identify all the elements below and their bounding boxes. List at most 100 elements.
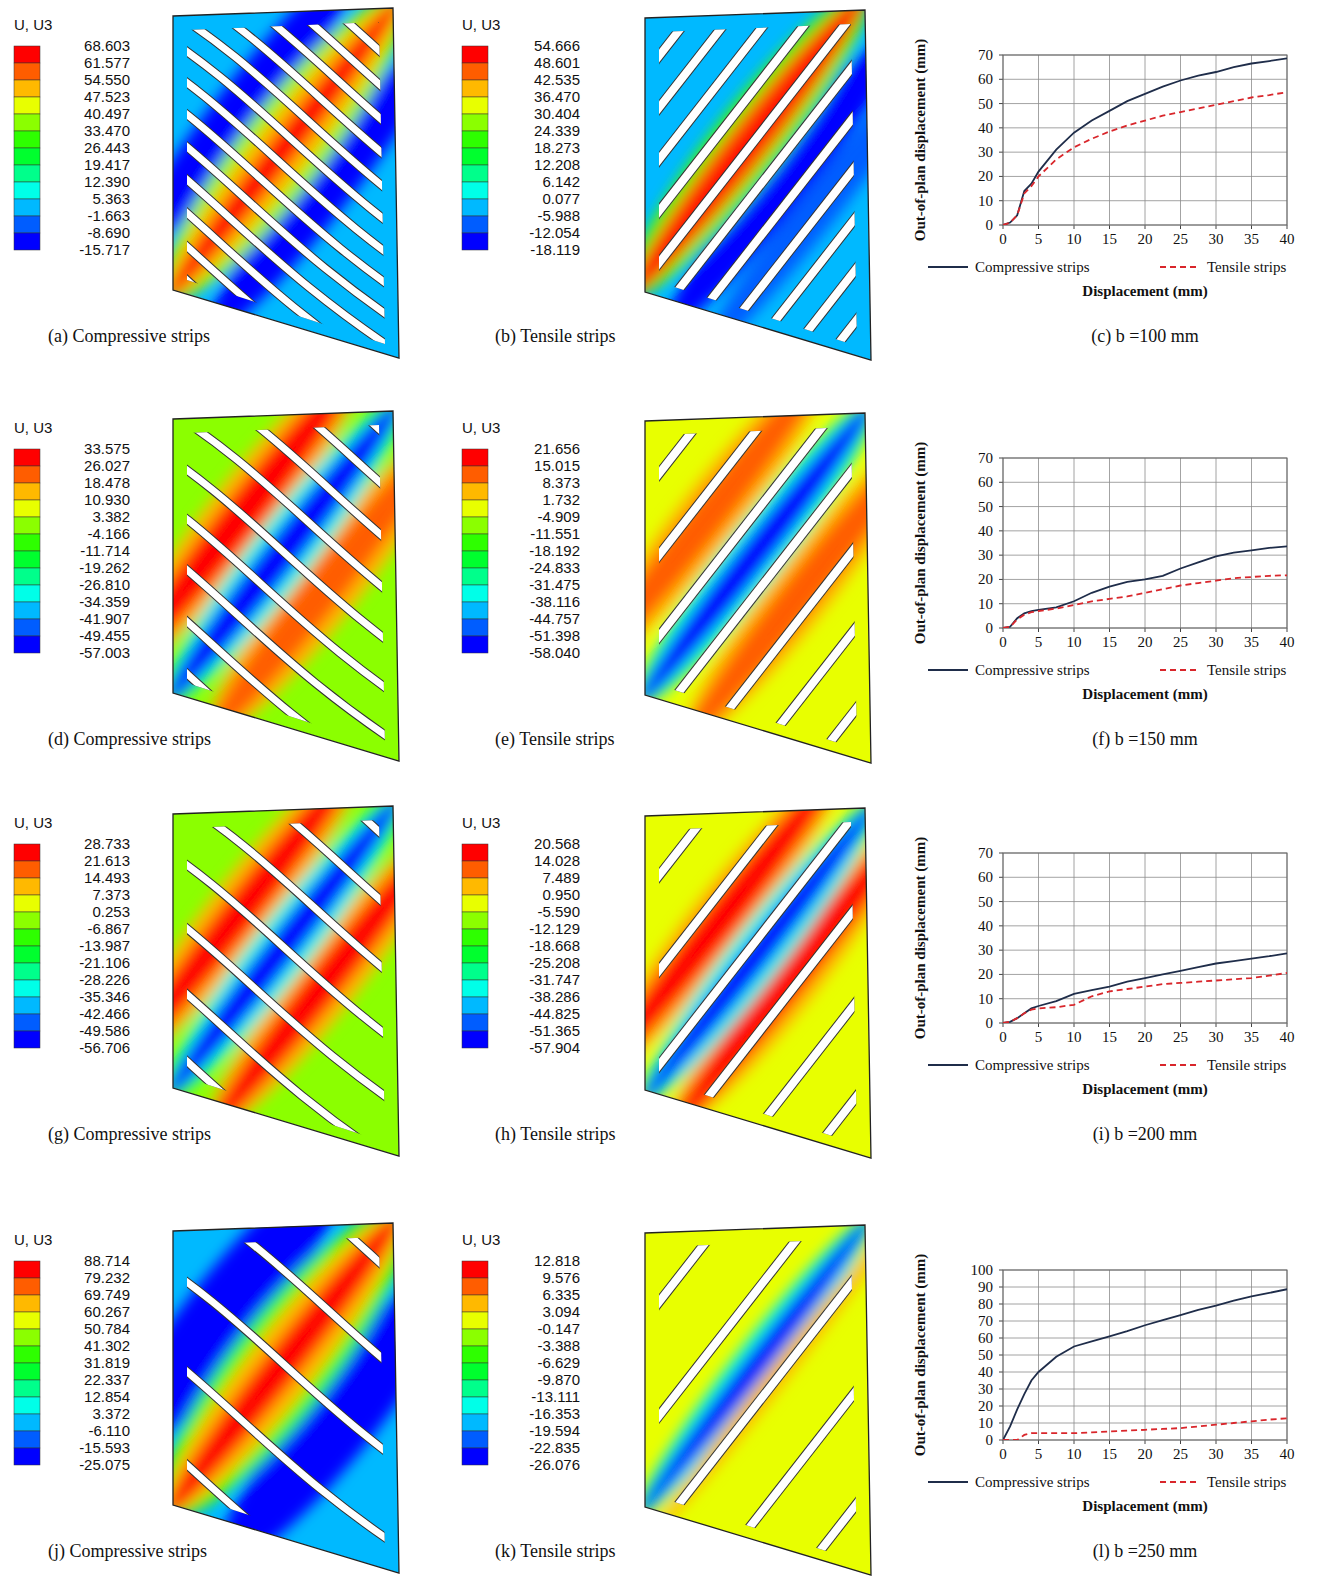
strip-edge [592,741,912,1151]
colorbar-band [14,500,40,517]
strip [156,785,503,1056]
x-tick-label: 25 [1173,1029,1188,1045]
tick [999,1406,1003,1407]
grid-line [1003,176,1287,177]
y-tick-label: 50 [978,499,993,515]
contour-blur [621,1203,899,1537]
contour-field [33,706,564,1213]
contour-panel: U, U333.57526.02718.47810.9303.382-4.166… [14,306,568,822]
grid-line [1003,925,1287,926]
strip [221,306,568,577]
contour-field [39,1131,558,1585]
series-line [1003,953,1287,1023]
colorbar-band [14,199,40,216]
strip-edge [575,334,895,744]
line-chart: 0510152025303540010203040506070Compressi… [912,837,1295,1145]
tick [999,530,1003,531]
tick [999,79,1003,80]
tick [999,1423,1003,1424]
tick [1251,225,1252,229]
x-axis-title: Displacement (mm) [1082,283,1207,300]
strip-edge [560,1133,880,1543]
grid-line [1003,974,1287,975]
colorbar-band [14,585,40,602]
colorbar-band [14,929,40,946]
colorbar-band [14,131,40,148]
legend-label: Compressive strips [975,1057,1090,1073]
grid-line [1145,853,1146,1023]
grid-line [1251,55,1252,225]
colorbar-label: -42.466 [79,1005,130,1022]
strip [575,334,895,744]
x-tick-label: 10 [1067,634,1082,650]
colorbar-band [14,636,40,653]
y-tick-label: 90 [978,1279,993,1295]
y-tick-label: 30 [978,1381,993,1397]
grid-line [1180,853,1181,1023]
tick [999,506,1003,507]
caption: (e) Tensile strips [495,729,614,750]
colorbar-band [14,602,40,619]
x-tick-label: 15 [1102,1446,1117,1462]
x-tick-label: 15 [1102,1029,1117,1045]
tick [999,152,1003,153]
y-tick-label: 20 [978,1398,993,1414]
strips [39,1131,558,1585]
colorbar-label: -56.706 [79,1039,130,1056]
tick [1216,225,1217,229]
colorbar-label: -38.116 [530,593,580,610]
colorbar-band [14,1329,40,1346]
colorbar-label: -0.147 [537,1320,580,1337]
colorbar-label: 7.373 [92,886,130,903]
grid-line [1251,458,1252,628]
colorbar-band [14,1448,40,1465]
tick [1216,1440,1217,1444]
tick [999,950,1003,951]
x-tick-label: 5 [1035,231,1043,247]
colorbar-band [14,46,40,63]
grid-line [1074,55,1075,225]
grid-line [1216,55,1217,225]
strip-edge [715,40,1035,450]
x-tick-label: 35 [1244,1029,1259,1045]
colorbar-band [14,1278,40,1295]
x-tick-label: 15 [1102,231,1117,247]
colorbar-label: 31.819 [84,1354,130,1371]
colorbar-band [462,1278,488,1295]
colorbar-band [462,912,488,929]
y-tick-label: 70 [978,47,993,63]
tick [999,1287,1003,1288]
grid-line [1145,458,1146,628]
legend-swatch [1160,669,1200,671]
y-tick-label: 40 [978,1364,993,1380]
colorbar-band [462,517,488,534]
colorbar-label: -13.987 [79,937,130,954]
colorbar-band [14,844,40,861]
colorbar-label: 26.443 [84,139,130,156]
tick [999,200,1003,201]
grid-line [1003,79,1287,80]
x-tick-label: 0 [999,1029,1007,1045]
grid-line [1003,950,1287,951]
strip-edge [730,849,1050,1259]
y-tick-label: 30 [978,144,993,160]
colorbar-label: -5.590 [537,903,580,920]
caption: (f) b =150 mm [1092,729,1198,750]
colorbar-band [462,602,488,619]
colorbar-band [14,1346,40,1363]
x-tick-label: 30 [1209,1446,1224,1462]
colorbar-band [462,466,488,483]
colorbar-band [14,980,40,997]
colorbar-label: 69.749 [84,1286,130,1303]
colorbar-band [462,1031,488,1048]
plate-outline [645,1225,871,1575]
y-tick-label: 50 [978,894,993,910]
tick [999,103,1003,104]
contour-panel: U, U312.8189.5766.3353.094-0.147-3.388-6… [462,1090,1045,1585]
y-tick-label: 50 [978,1347,993,1363]
grid-line [1003,530,1287,531]
y-tick-label: 60 [978,474,993,490]
tick [999,1355,1003,1356]
plot-frame [1003,458,1287,628]
tick [999,603,1003,604]
